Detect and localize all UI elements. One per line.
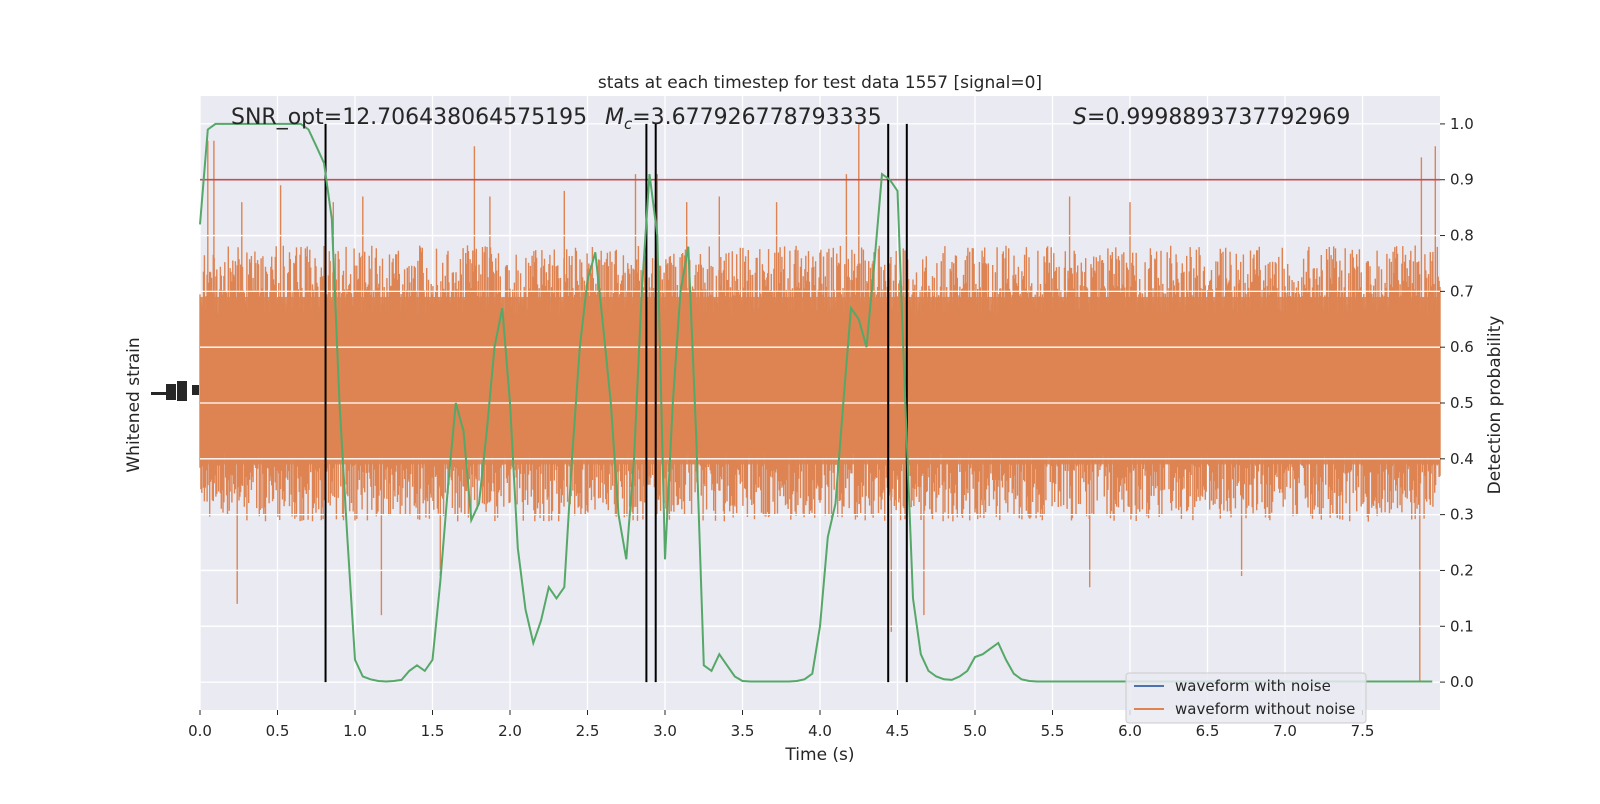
y-tick-label: 0.7 (1450, 282, 1474, 300)
x-tick-label: 0.5 (266, 722, 290, 740)
y-tick-label: 1.0 (1450, 115, 1474, 133)
x-tick-label: 1.0 (343, 722, 367, 740)
y-ticks-right: 0.0 0.1 0.2 0.3 0.4 0.5 0.6 0.7 0.8 0.9 1.0 (1440, 115, 1474, 691)
x-tick-label: 5.0 (963, 722, 987, 740)
y-tick-label: 0.5 (1450, 394, 1474, 412)
legend-label-with-noise: waveform with noise (1175, 677, 1331, 695)
y-axis-label-right: Detection probability (1485, 316, 1505, 495)
x-ticks: 0.0 0.5 1.0 1.5 2.0 2.5 3.0 3.5 4.0 4.5 5.0 5.5 6.0 6… (188, 710, 1374, 740)
s-symbol: S (1073, 105, 1087, 130)
x-tick-label: 4.0 (808, 722, 832, 740)
x-tick-label: 3.5 (731, 722, 755, 740)
snr-annotation: SNR_opt=12.706438064575195 (231, 105, 587, 130)
y-tick-label: 0.3 (1450, 506, 1474, 524)
chirp-mass-value: =3.677926778793335 (632, 105, 881, 130)
left-axis-clutter (151, 381, 199, 401)
x-tick-label: 7.0 (1273, 722, 1297, 740)
x-axis-label: Time (s) (784, 745, 854, 765)
x-tick-label: 2.0 (498, 722, 522, 740)
y-tick-label: 0.2 (1450, 561, 1474, 579)
x-tick-label: 6.0 (1118, 722, 1142, 740)
y-tick-label: 0.8 (1450, 227, 1474, 245)
chirp-mass-subscript: c (624, 115, 633, 133)
chart-title: stats at each timestep for test data 155… (598, 73, 1042, 93)
legend-label-without-noise: waveform without noise (1175, 700, 1355, 718)
y-tick-label: 0.6 (1450, 338, 1474, 356)
s-value: =0.9998893737792969 (1087, 105, 1350, 130)
x-tick-label: 7.5 (1351, 722, 1375, 740)
legend-box (1125, 672, 1367, 724)
chirp-mass-symbol: M (605, 105, 624, 130)
detection-probability-line (199, 122, 1433, 683)
y-tick-label: 0.1 (1450, 617, 1474, 635)
chirp-mass-annotation: Mc=3.677926778793335 (605, 105, 882, 133)
y-tick-label: 0.0 (1450, 673, 1474, 691)
x-tick-label: 3.0 (653, 722, 677, 740)
noise-trace (199, 123, 1441, 683)
x-tick-label: 0.0 (188, 722, 212, 740)
x-tick-label: 5.5 (1041, 722, 1065, 740)
y-tick-label: 0.4 (1450, 450, 1474, 468)
x-tick-label: 6.5 (1196, 722, 1220, 740)
x-tick-label: 1.5 (421, 722, 445, 740)
s-annotation: S=0.9998893737792969 (1073, 105, 1350, 130)
legend: waveform with noise waveform without noi… (1125, 672, 1367, 724)
y-axis-label-left: Whitened strain (124, 337, 144, 472)
y-tick-label: 0.9 (1450, 171, 1474, 189)
x-tick-label: 4.5 (886, 722, 910, 740)
x-tick-label: 2.5 (576, 722, 600, 740)
noise-core-band (200, 296, 1440, 465)
